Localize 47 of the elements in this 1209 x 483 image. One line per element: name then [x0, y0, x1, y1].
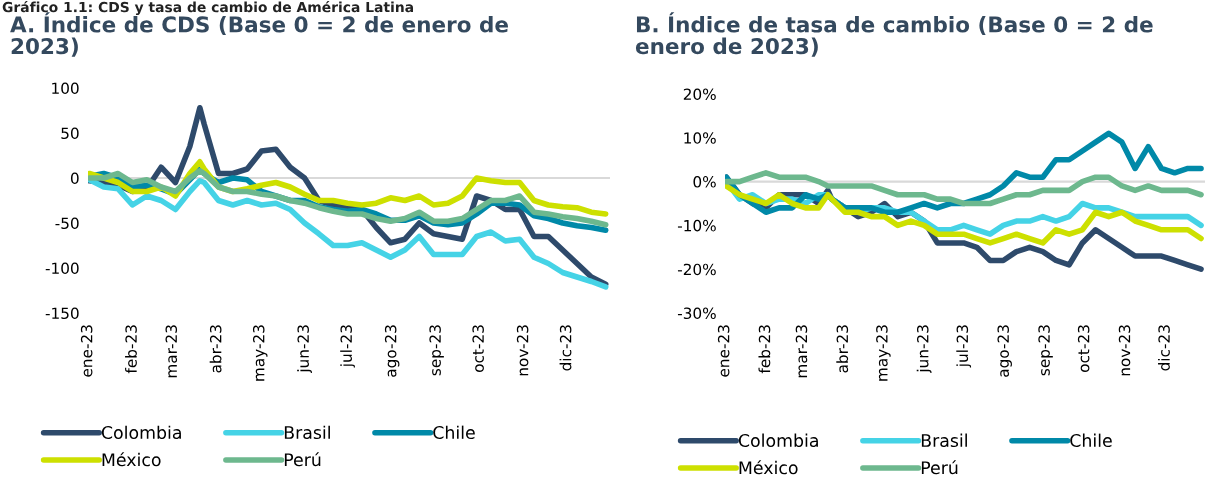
x-tick-label: may-23 — [876, 325, 891, 381]
x-tick-label: ene-23 — [80, 325, 93, 377]
y-tick-label: 10% — [684, 132, 716, 144]
x-tick-label: jun-23 — [297, 325, 312, 373]
legend-label: México — [102, 452, 161, 467]
y-tick-label: 20% — [683, 88, 716, 101]
x-tick-label: feb-23 — [125, 325, 137, 374]
x-tick-label: jul-23 — [340, 325, 355, 368]
y-tick-label: 100 — [52, 82, 79, 95]
legend-label: Chile — [1070, 433, 1112, 448]
x-tick-label: dic-23 — [559, 325, 572, 371]
x-tick-label: abr-23 — [209, 325, 222, 373]
y-tick-label: -100 — [45, 262, 79, 275]
legend-label: Perú — [284, 452, 321, 467]
x-tick-label: sep-23 — [1038, 325, 1053, 376]
x-tick-label: dic-23 — [1158, 325, 1170, 371]
y-tick-label: -30% — [677, 307, 716, 320]
legend-label: Perú — [921, 460, 958, 475]
y-tick-label: -150 — [45, 307, 79, 320]
x-tick-label: jun-23 — [916, 325, 932, 373]
legend-label: Colombia — [101, 425, 181, 440]
y-tick-label: -20% — [677, 263, 716, 276]
y-tick-label: -50 — [55, 217, 79, 230]
x-tick-label: oct-23 — [472, 325, 484, 372]
x-tick-label: ago-23 — [997, 325, 1012, 377]
y-tick-label: -10% — [677, 219, 716, 232]
x-tick-label: ene-23 — [717, 325, 730, 377]
legend-label: Brasil — [921, 433, 967, 448]
x-tick-label: mar-23 — [795, 325, 808, 378]
x-tick-label: oct-23 — [1077, 325, 1090, 372]
legend-label: México — [739, 460, 798, 475]
x-tick-label: ago-23 — [384, 325, 400, 377]
x-tick-label: nov-23 — [1118, 325, 1131, 376]
y-tick-label: 50 — [61, 127, 79, 140]
y-tick-label: 0% — [693, 176, 716, 188]
x-tick-label: feb-23 — [758, 325, 771, 374]
x-tick-label: jul-23 — [956, 325, 972, 368]
legend-label: Colombia — [738, 433, 818, 448]
x-tick-label: mar-23 — [165, 325, 178, 378]
x-tick-label: sep-23 — [429, 325, 444, 376]
y-tick-label: 0 — [70, 172, 79, 185]
x-tick-label: nov-23 — [516, 325, 529, 376]
x-tick-label: abr-23 — [836, 325, 849, 373]
legend-label: Chile — [433, 425, 475, 440]
x-tick-label: may-23 — [252, 325, 268, 381]
chart-title: B. Índice de tasa de cambio (Base 0 = 2 de enero de 2023) — [635, 12, 1153, 57]
legend-label: Brasil — [284, 425, 330, 440]
